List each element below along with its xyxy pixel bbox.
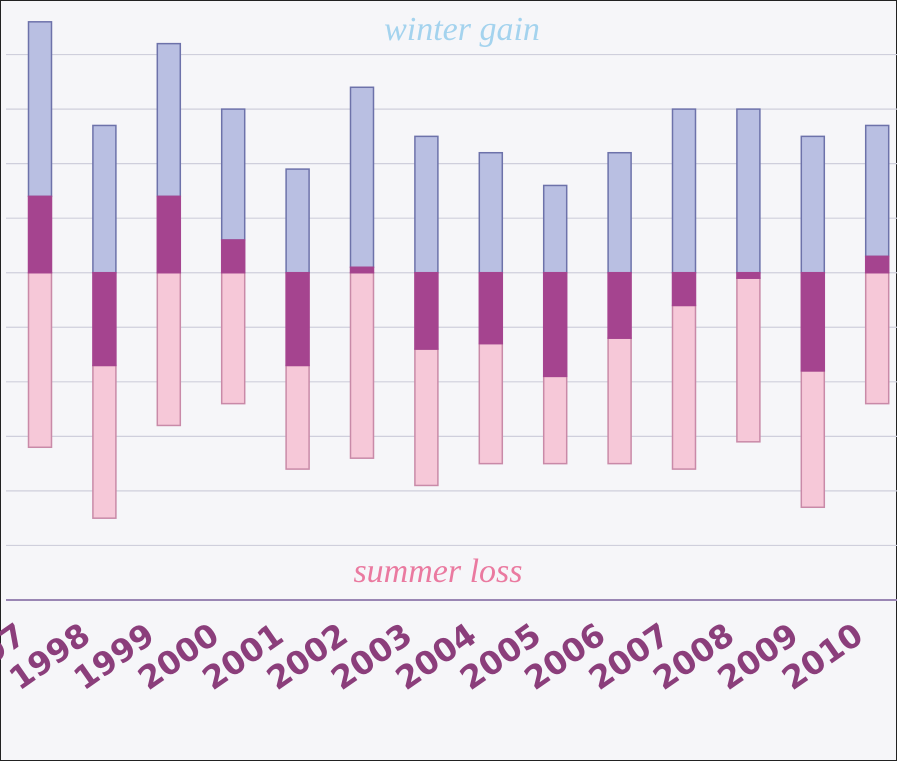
winter-gain-bar <box>736 108 761 274</box>
summer-loss-bar <box>349 271 375 459</box>
summer-loss-bar <box>542 375 568 465</box>
net-bar <box>800 271 826 372</box>
winter-gain-bar <box>349 86 375 269</box>
net-bar <box>27 195 53 274</box>
summer-loss-bar <box>285 364 310 470</box>
summer-loss-bar <box>27 271 53 449</box>
winter-gain-bar <box>478 151 504 274</box>
net-bar <box>671 271 697 307</box>
summer-loss-bar <box>671 304 697 470</box>
summer-loss-bar <box>220 271 246 405</box>
summer-loss-bar <box>864 271 890 405</box>
summer-loss-bar <box>800 370 826 509</box>
winter-gain-bar <box>414 135 439 274</box>
net-bar <box>736 271 761 279</box>
net-bar <box>542 271 568 378</box>
net-bar <box>607 271 632 339</box>
summer-loss-bar <box>607 337 632 465</box>
summer-loss-bar <box>478 342 504 465</box>
net-bar <box>92 271 117 367</box>
summer-loss-bar <box>92 364 117 519</box>
net-bar <box>220 239 246 274</box>
winter-gain-bar <box>156 42 182 198</box>
net-bar <box>156 195 182 274</box>
winter-gain-bar <box>607 151 632 274</box>
annotation: summer loss <box>353 553 522 590</box>
winter-gain-bar <box>285 168 310 274</box>
net-bar <box>414 271 439 350</box>
winter-gain-bar <box>864 124 890 258</box>
winter-gain-bar <box>27 21 53 198</box>
winter-gain-bar <box>92 124 117 274</box>
net-bar <box>285 271 310 367</box>
annotation: winter gain <box>384 11 540 48</box>
winter-gain-bar <box>800 135 826 274</box>
winter-gain-bar <box>542 184 568 274</box>
winter-gain-bar <box>671 108 697 274</box>
net-bar <box>478 271 504 345</box>
net-bar <box>864 255 890 274</box>
winter-gain-bar <box>220 108 246 241</box>
summer-loss-bar <box>736 277 761 443</box>
net-bar <box>349 266 375 274</box>
summer-loss-bar <box>414 348 439 487</box>
summer-loss-bar <box>156 271 182 427</box>
